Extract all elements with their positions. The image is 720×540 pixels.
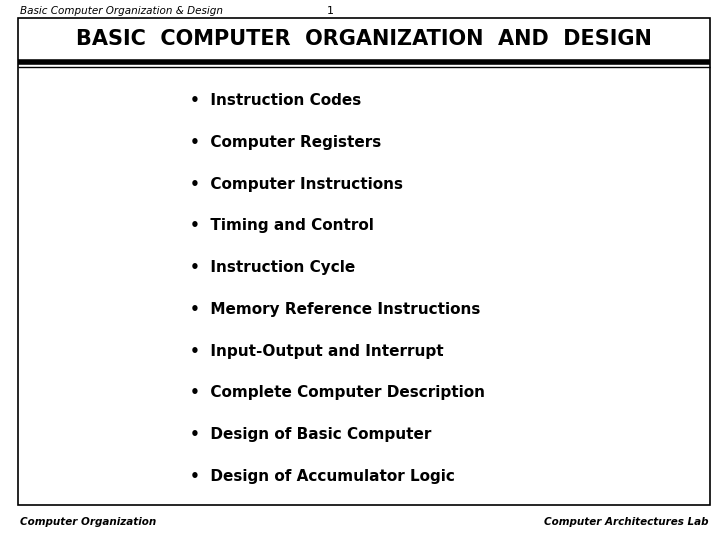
Text: Computer Organization: Computer Organization	[20, 517, 156, 527]
Text: 1: 1	[326, 6, 333, 16]
Text: •  Complete Computer Description: • Complete Computer Description	[190, 385, 485, 400]
Text: •  Design of Basic Computer: • Design of Basic Computer	[190, 427, 431, 442]
Text: •  Design of Accumulator Logic: • Design of Accumulator Logic	[190, 469, 455, 484]
Text: •  Instruction Cycle: • Instruction Cycle	[190, 260, 355, 275]
Text: Computer Architectures Lab: Computer Architectures Lab	[544, 517, 708, 527]
Text: •  Computer Instructions: • Computer Instructions	[190, 177, 403, 192]
Text: •  Memory Reference Instructions: • Memory Reference Instructions	[190, 302, 480, 317]
Text: Basic Computer Organization & Design: Basic Computer Organization & Design	[20, 6, 223, 16]
Text: •  Input-Output and Interrupt: • Input-Output and Interrupt	[190, 343, 444, 359]
Text: •  Instruction Codes: • Instruction Codes	[190, 93, 361, 109]
Text: •  Timing and Control: • Timing and Control	[190, 219, 374, 233]
Text: •  Computer Registers: • Computer Registers	[190, 135, 382, 150]
Text: BASIC  COMPUTER  ORGANIZATION  AND  DESIGN: BASIC COMPUTER ORGANIZATION AND DESIGN	[76, 29, 652, 49]
